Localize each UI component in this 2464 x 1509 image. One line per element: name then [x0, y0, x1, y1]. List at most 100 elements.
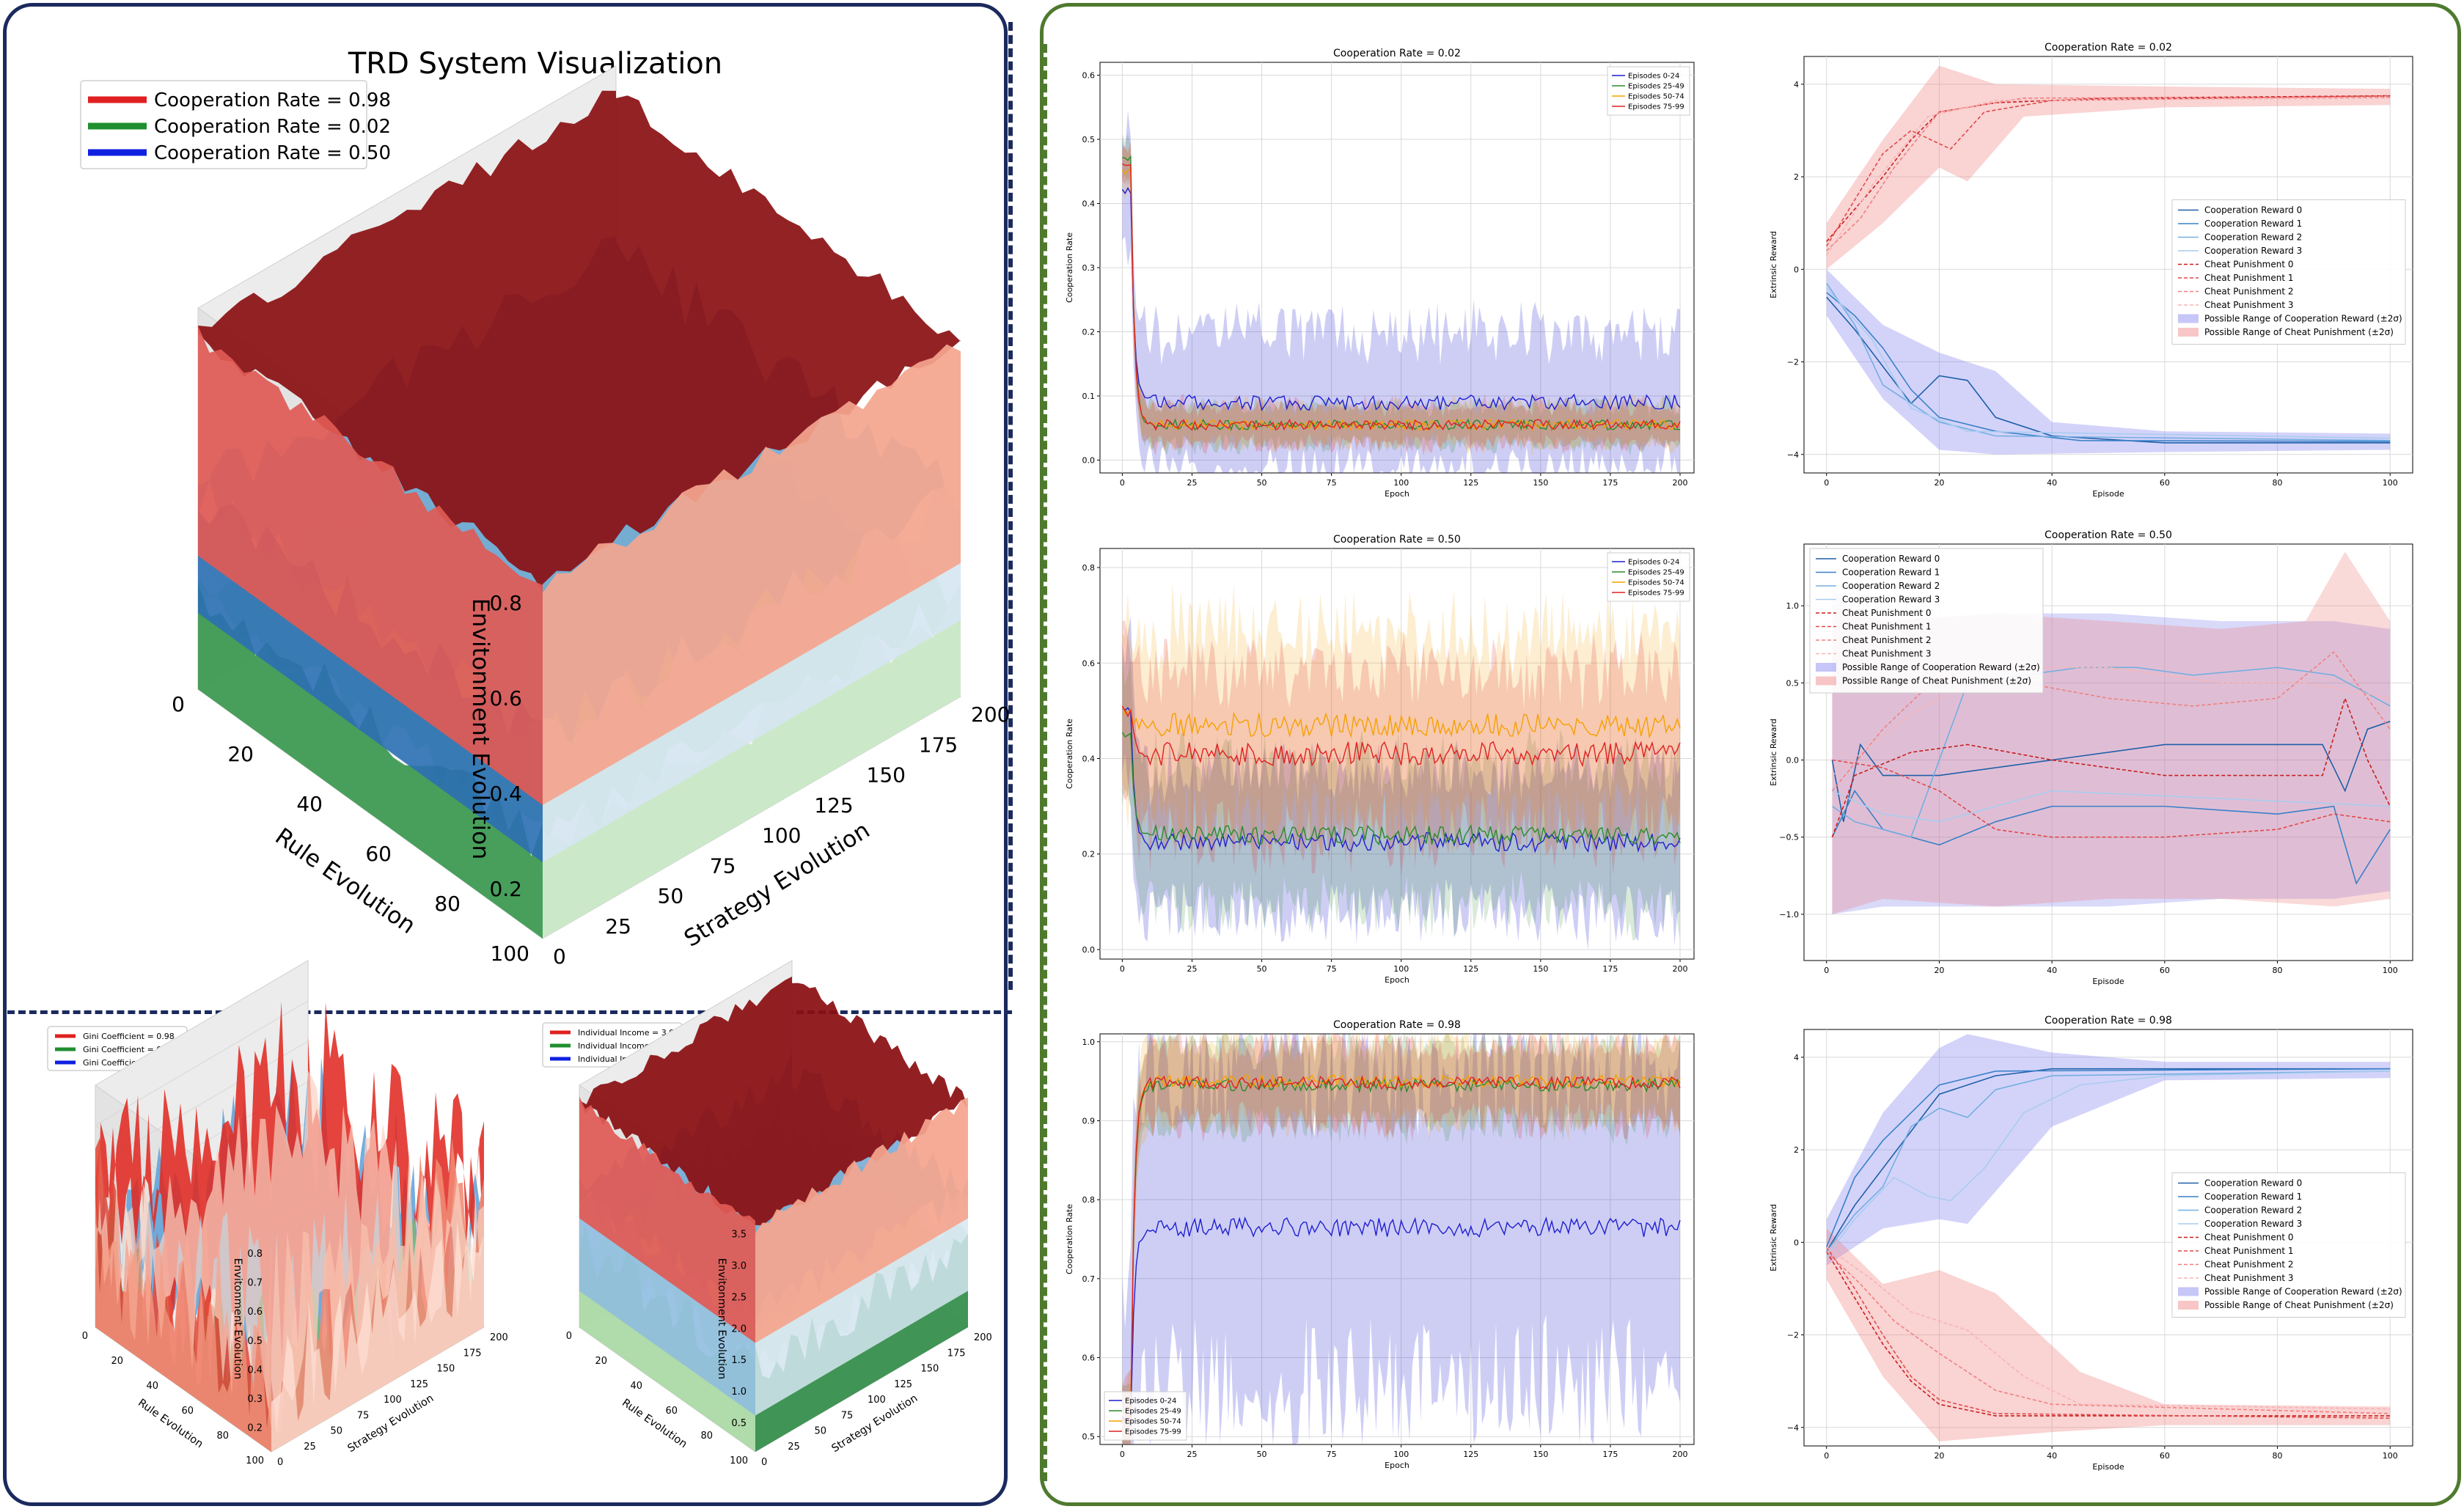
series-line	[1121, 169, 1681, 432]
legend-label: Episodes 75-99	[1125, 1428, 1181, 1436]
y-tick-label: 2	[1794, 1145, 1799, 1155]
z-tick-label: 1.0	[731, 1387, 747, 1398]
series-line	[1122, 707, 1681, 853]
x-tick-label: 20	[1934, 478, 1944, 488]
z-tick-label: 2.0	[731, 1323, 747, 1334]
reward-line	[1831, 651, 2391, 792]
reward-band	[1826, 1228, 2391, 1442]
x-tick-label: 100	[1393, 964, 1409, 974]
series-band	[1122, 133, 1680, 457]
y-axis-label: Cooperation Rate	[1065, 719, 1074, 789]
legend-swatch	[1816, 663, 1836, 672]
legend-label: Gini Coefficient = 0.98	[83, 1032, 175, 1041]
legend-label: Cheat Punishment 1	[2204, 1246, 2294, 1256]
legend-swatch	[2178, 328, 2199, 337]
z-tick-label: 0.4	[247, 1365, 263, 1376]
y-tick-label: 100	[868, 1395, 886, 1406]
y-tick-label: 50	[658, 884, 684, 908]
z-tick-label: 2.5	[731, 1292, 747, 1303]
y-tick-label: 0.0	[1786, 756, 1800, 765]
reward-line	[1825, 1068, 2391, 1247]
legend-label: Episodes 75-99	[1628, 103, 1684, 111]
x-tick-label: 50	[1257, 1450, 1267, 1459]
reward-line	[1826, 1247, 2391, 1419]
surface-face-strategy-2	[271, 1220, 484, 1452]
x-tick-label: 75	[1327, 964, 1337, 974]
reward-line	[1826, 1246, 2391, 1410]
x-tick-label: 0	[1120, 964, 1125, 974]
left-panel	[3, 3, 1008, 1506]
y-tick-label: 0.2	[1082, 328, 1096, 337]
y-tick-label: 4	[1794, 80, 1799, 89]
y-tick-label: 0	[1794, 1238, 1799, 1247]
y-tick-label: 1.0	[1082, 1038, 1096, 1047]
z-tick-label: 0.5	[247, 1336, 263, 1347]
z-tick-label: 0.2	[247, 1423, 263, 1434]
x-tick-label: 125	[1463, 964, 1478, 974]
chart-coop-098-reward: Cooperation Rate = 0.98 0 20 40 60 80 100 −4 −2 0…	[1769, 1015, 2413, 1472]
y-tick-label: 75	[357, 1410, 370, 1421]
y-tick-label: 50	[331, 1426, 343, 1437]
plot-content	[1825, 1034, 2391, 1442]
y-tick-label: 150	[921, 1364, 939, 1375]
reward-line	[1832, 790, 2391, 823]
reward-line	[1826, 95, 2391, 247]
y-tick-label: 100	[384, 1395, 402, 1406]
y-tick-label: 1.0	[1786, 601, 1800, 611]
y-tick-label: 0.7	[1082, 1274, 1096, 1284]
chart-title: Cooperation Rate = 0.02	[2045, 42, 2172, 54]
y-tick-label: 125	[894, 1379, 912, 1390]
x-axis-label: Episode	[2092, 489, 2124, 499]
z-tick-label: 1.5	[731, 1355, 747, 1366]
reward-line	[1826, 296, 2391, 444]
series-band	[1122, 581, 1680, 868]
x-tick-label: 125	[1463, 478, 1478, 488]
plot-frame	[1099, 1033, 1695, 1445]
y-tick-label: −1.0	[1779, 910, 1799, 919]
reward-line	[1831, 790, 2391, 885]
y-tick-label: 175	[463, 1348, 482, 1359]
chart-coop-098-epoch: Cooperation Rate = 0.98 0 25 50 75 100 125 150 1…	[1065, 1019, 1695, 1470]
y-tick-label: 125	[410, 1379, 428, 1390]
z-tick-label: 3.5	[731, 1230, 747, 1241]
y-tick-label: 75	[710, 853, 736, 878]
y-tick-label: 0.1	[1082, 392, 1096, 401]
x-axis-label: Epoch	[1385, 1461, 1409, 1470]
x-axis-label: Rule Evolution	[136, 1396, 205, 1450]
x-tick-label: 50	[1257, 964, 1267, 974]
x-tick-label: 0	[1120, 478, 1125, 488]
series-band	[1122, 1034, 1680, 1444]
surface-face-rule-2	[579, 1096, 755, 1343]
right-panel	[1040, 3, 2461, 1506]
income-3d-plot-area: 3.53.02.52.01.51.00.51008060402000255075…	[566, 960, 992, 1468]
legend-label: Cooperation Reward 2	[2204, 1205, 2302, 1216]
x-tick-label: 150	[1533, 478, 1548, 488]
legend-label: Possible Range of Cheat Punishment (±2σ)	[2204, 327, 2394, 337]
reward-line	[1826, 1068, 2391, 1252]
legend-label: Cheat Punishment 0	[1842, 608, 1932, 618]
y-tick-label: 200	[974, 1332, 992, 1343]
x-tick-label: 150	[1533, 964, 1548, 974]
x-tick-label: 20	[1934, 1451, 1944, 1461]
right-divider-vertical	[1043, 44, 1047, 1481]
series-band	[1122, 110, 1680, 473]
chart-title: Cooperation Rate = 0.50	[1333, 534, 1461, 546]
legend-label: Episodes 25-49	[1628, 83, 1684, 91]
z-tick-label: 0.8	[247, 1249, 263, 1260]
y-tick-label: 200	[971, 702, 1010, 727]
legend-label: Episodes 75-99	[1628, 590, 1684, 598]
x-tick-label: 20	[111, 1356, 123, 1367]
y-tick-label: 25	[788, 1442, 800, 1453]
x-tick-label: 60	[665, 1406, 678, 1417]
reward-line	[1826, 1251, 2391, 1417]
x-tick-label: 175	[1602, 478, 1618, 488]
plot-content	[1121, 110, 1681, 473]
legend-box	[1607, 552, 1690, 602]
y-tick-label: 25	[304, 1442, 316, 1453]
y-tick-label: −4	[1787, 450, 1799, 460]
z-tick-label: 0.4	[489, 782, 522, 806]
main-3d-surface-chart: TRD System Visualization Cooperation Rat…	[80, 47, 1010, 969]
x-tick-label: 25	[1187, 1450, 1197, 1459]
x-tick-label: 0	[1824, 966, 1829, 975]
legend-swatch	[2178, 1287, 2199, 1296]
